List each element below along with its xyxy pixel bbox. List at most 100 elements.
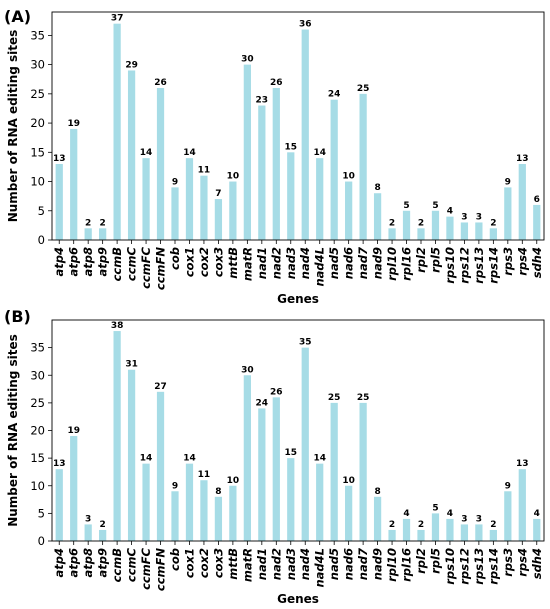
x-tick-label: ccmFC [139, 547, 153, 589]
bar-rpl2 [417, 228, 425, 240]
data-label: 2 [389, 520, 395, 530]
x-tick-label: atp8 [81, 247, 95, 277]
bar-cox2 [200, 175, 208, 240]
bar-sdh4 [533, 204, 541, 240]
bar-nad9 [373, 496, 382, 541]
bar-rps13 [475, 222, 483, 240]
x-tick-label: atp6 [67, 548, 81, 578]
x-tick-label: nad7 [356, 247, 370, 279]
data-label: 10 [227, 172, 240, 182]
x-tick-label: rpl16 [400, 548, 414, 582]
bar-cob [171, 187, 179, 240]
x-tick-label: rps13 [472, 548, 486, 585]
bar-cox3 [214, 199, 223, 240]
data-label: 13 [516, 459, 529, 469]
x-tick-label: nad3 [284, 247, 298, 279]
bar-nad7 [359, 93, 367, 240]
plot-frame [51, 11, 545, 241]
x-tick-label: rps3 [501, 247, 515, 276]
x-tick-label: rpl5 [428, 247, 442, 273]
x-tick-label: rpl2 [414, 247, 428, 273]
y-tick-label: 10 [30, 175, 45, 189]
data-label: 14 [183, 454, 196, 464]
data-label: 26 [270, 387, 283, 397]
bar-nad3 [287, 458, 295, 542]
y-tick-label: 0 [38, 233, 45, 247]
bar-rpl10 [388, 529, 396, 541]
x-tick-label: sdh4 [530, 247, 544, 278]
bar-ccmFN [156, 88, 165, 240]
bar-rps13 [475, 524, 483, 541]
x-tick-label: rps3 [501, 548, 515, 577]
chart-panel-a: (A)13atp419atp62atp82atp937ccmB29ccmC14c… [4, 7, 545, 306]
panel-label: (A) [4, 7, 31, 26]
y-tick-label: 30 [30, 58, 45, 72]
x-tick-label: atp9 [96, 548, 110, 578]
x-tick-label: rps10 [443, 247, 457, 284]
bar-ccmFN [156, 391, 165, 541]
data-label: 26 [154, 78, 167, 88]
chart-panel-b: (B)13atp419atp63atp82atp938ccmB31ccmC14c… [4, 307, 545, 606]
x-tick-label: cox3 [211, 548, 225, 578]
x-tick-label: nad4L [313, 548, 327, 588]
data-label: 15 [284, 142, 297, 152]
bar-ccmC [127, 70, 136, 241]
bar-mttB [229, 181, 237, 240]
bar-atp6 [70, 436, 78, 541]
x-tick-label: rpl2 [414, 548, 428, 574]
data-label: 3 [461, 212, 467, 222]
bar-nad4L [316, 158, 324, 240]
data-label: 13 [53, 459, 66, 469]
bar-nad9 [373, 193, 382, 240]
data-label: 10 [342, 172, 355, 182]
x-tick-label: nad5 [327, 548, 341, 580]
x-tick-label: ccmFC [139, 246, 153, 288]
data-label: 15 [284, 448, 297, 458]
x-tick-label: nad2 [269, 247, 283, 279]
y-tick-label: 20 [30, 116, 45, 130]
x-tick-label: rpl10 [385, 247, 399, 281]
x-tick-label: ccmFN [154, 247, 168, 290]
data-label: 14 [140, 454, 153, 464]
bar-atp4 [55, 469, 63, 541]
data-label: 4 [447, 509, 453, 519]
y-tick-label: 30 [30, 368, 45, 382]
x-tick-label: nad2 [269, 548, 283, 580]
data-label: 9 [172, 481, 178, 491]
bar-nad4 [301, 29, 309, 240]
y-tick-label: 5 [38, 204, 45, 218]
bar-ccmB [113, 23, 121, 240]
bar-rpl5 [431, 210, 440, 240]
y-tick-label: 15 [30, 451, 45, 465]
data-label: 7 [215, 189, 221, 199]
x-tick-label: nad4L [313, 247, 327, 287]
x-tick-label: ccmB [110, 548, 124, 583]
bar-nad3 [287, 152, 295, 240]
data-label: 10 [342, 476, 355, 486]
x-tick-label: rps12 [457, 247, 471, 284]
bar-mttB [229, 485, 237, 541]
bar-atp9 [99, 228, 107, 240]
data-label: 25 [357, 84, 370, 94]
x-tick-label: sdh4 [530, 548, 544, 579]
x-axis-label: Genes [277, 592, 319, 606]
data-label: 14 [313, 454, 326, 464]
bar-nad1 [258, 105, 266, 240]
x-tick-label: nad7 [356, 548, 370, 580]
bar-rps12 [460, 524, 469, 541]
data-label: 2 [418, 520, 424, 530]
x-tick-label: atp9 [96, 247, 110, 277]
data-label: 11 [198, 470, 211, 480]
bar-rps4 [518, 469, 526, 541]
y-tick-label: 25 [30, 87, 45, 101]
bar-nad2 [272, 397, 280, 541]
data-label: 37 [111, 14, 124, 24]
bar-nad2 [272, 88, 280, 240]
data-label: 2 [490, 218, 496, 228]
x-tick-label: atp6 [67, 247, 81, 277]
data-label: 19 [67, 426, 80, 436]
bar-nad1 [258, 408, 266, 541]
bar-atp8 [84, 524, 92, 541]
bar-rps3 [504, 187, 512, 240]
bar-ccmB [113, 331, 121, 541]
